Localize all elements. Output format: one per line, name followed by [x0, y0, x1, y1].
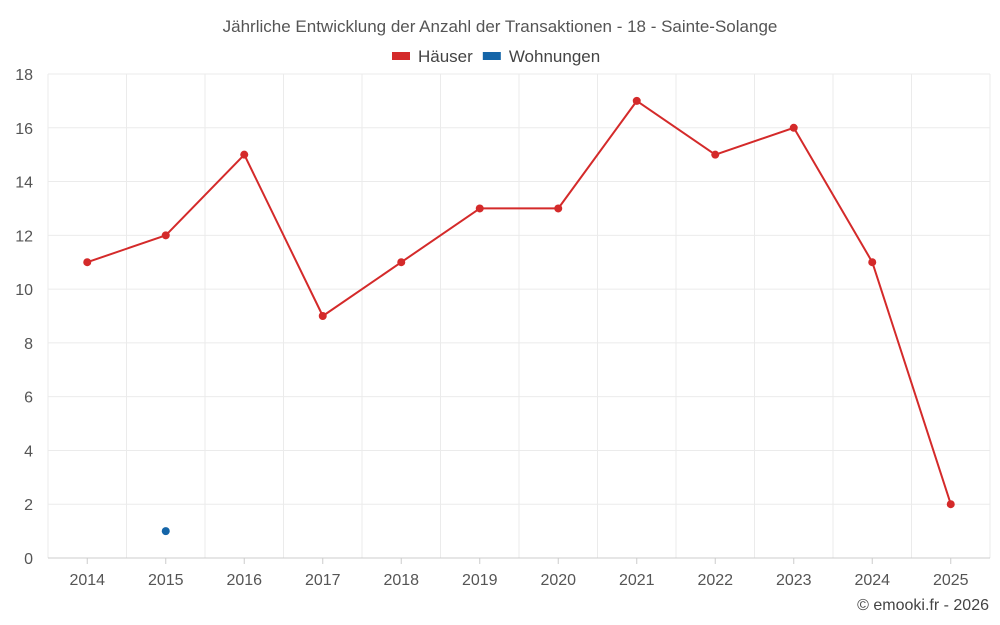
y-tick-label: 18 — [15, 67, 33, 84]
series-1-point — [946, 500, 955, 509]
series-1-point — [711, 150, 720, 159]
x-tick-label: 2016 — [226, 572, 262, 589]
y-tick-label: 6 — [24, 390, 33, 407]
series-1-group — [83, 96, 955, 509]
y-tick-label: 12 — [15, 228, 33, 245]
x-tick-label: 2025 — [933, 572, 969, 589]
legend-label: Häuser — [418, 47, 473, 66]
series-1-point — [868, 258, 877, 267]
y-tick-label: 14 — [15, 175, 33, 192]
legend-swatch — [482, 52, 501, 60]
series-2-group — [161, 527, 170, 536]
x-tick-label: 2020 — [540, 572, 576, 589]
y-tick-label: 10 — [15, 282, 33, 299]
x-tick-label: 2018 — [383, 572, 419, 589]
x-tick-label: 2021 — [619, 572, 655, 589]
y-axis: 0 2 4 6 8 10 12 14 16 18 — [15, 67, 33, 568]
legend-item: Wohnungen — [482, 47, 600, 66]
x-tick-label: 2015 — [148, 572, 184, 589]
legend-item: Häuser — [392, 47, 473, 66]
series-1-line — [86, 99, 952, 505]
series-2-point — [161, 527, 170, 536]
grid — [47, 73, 991, 558]
x-tick-label: 2014 — [69, 572, 105, 589]
x-tick-label: 2022 — [697, 572, 733, 589]
series-1-point — [475, 204, 484, 213]
series-1-point — [318, 312, 327, 320]
x-tick-label: 2023 — [776, 572, 812, 589]
y-tick-label: 8 — [24, 336, 33, 353]
y-tick-label: 16 — [15, 121, 33, 138]
legend: Häuser Wohnungen — [392, 47, 600, 66]
series-1-point — [83, 258, 92, 267]
series-1-point — [554, 204, 563, 213]
series-layer — [83, 96, 955, 536]
y-tick-label: 2 — [24, 497, 33, 514]
x-axis: 2014 2015 2016 2017 2018 2019 2020 2021 2022 2023… — [48, 557, 990, 589]
legend-items: Häuser Wohnungen — [392, 47, 600, 66]
x-tick-label: 2024 — [854, 572, 890, 589]
series-1-point — [397, 258, 406, 267]
y-tick-label: 0 — [24, 551, 33, 568]
series-1-point — [789, 123, 798, 132]
legend-swatch — [392, 52, 410, 60]
credit-text: © emooki.fr - 2026 — [857, 597, 989, 614]
series-1-point — [240, 150, 249, 159]
series-1-point — [632, 96, 641, 105]
chart-title: Jährliche Entwicklung der Anzahl der Tra… — [223, 17, 778, 36]
x-tick-label: 2017 — [305, 572, 341, 589]
series-1-point — [161, 231, 170, 240]
x-tick-label: 2019 — [462, 572, 498, 589]
legend-label: Wohnungen — [509, 47, 600, 66]
y-tick-label: 4 — [24, 443, 33, 460]
